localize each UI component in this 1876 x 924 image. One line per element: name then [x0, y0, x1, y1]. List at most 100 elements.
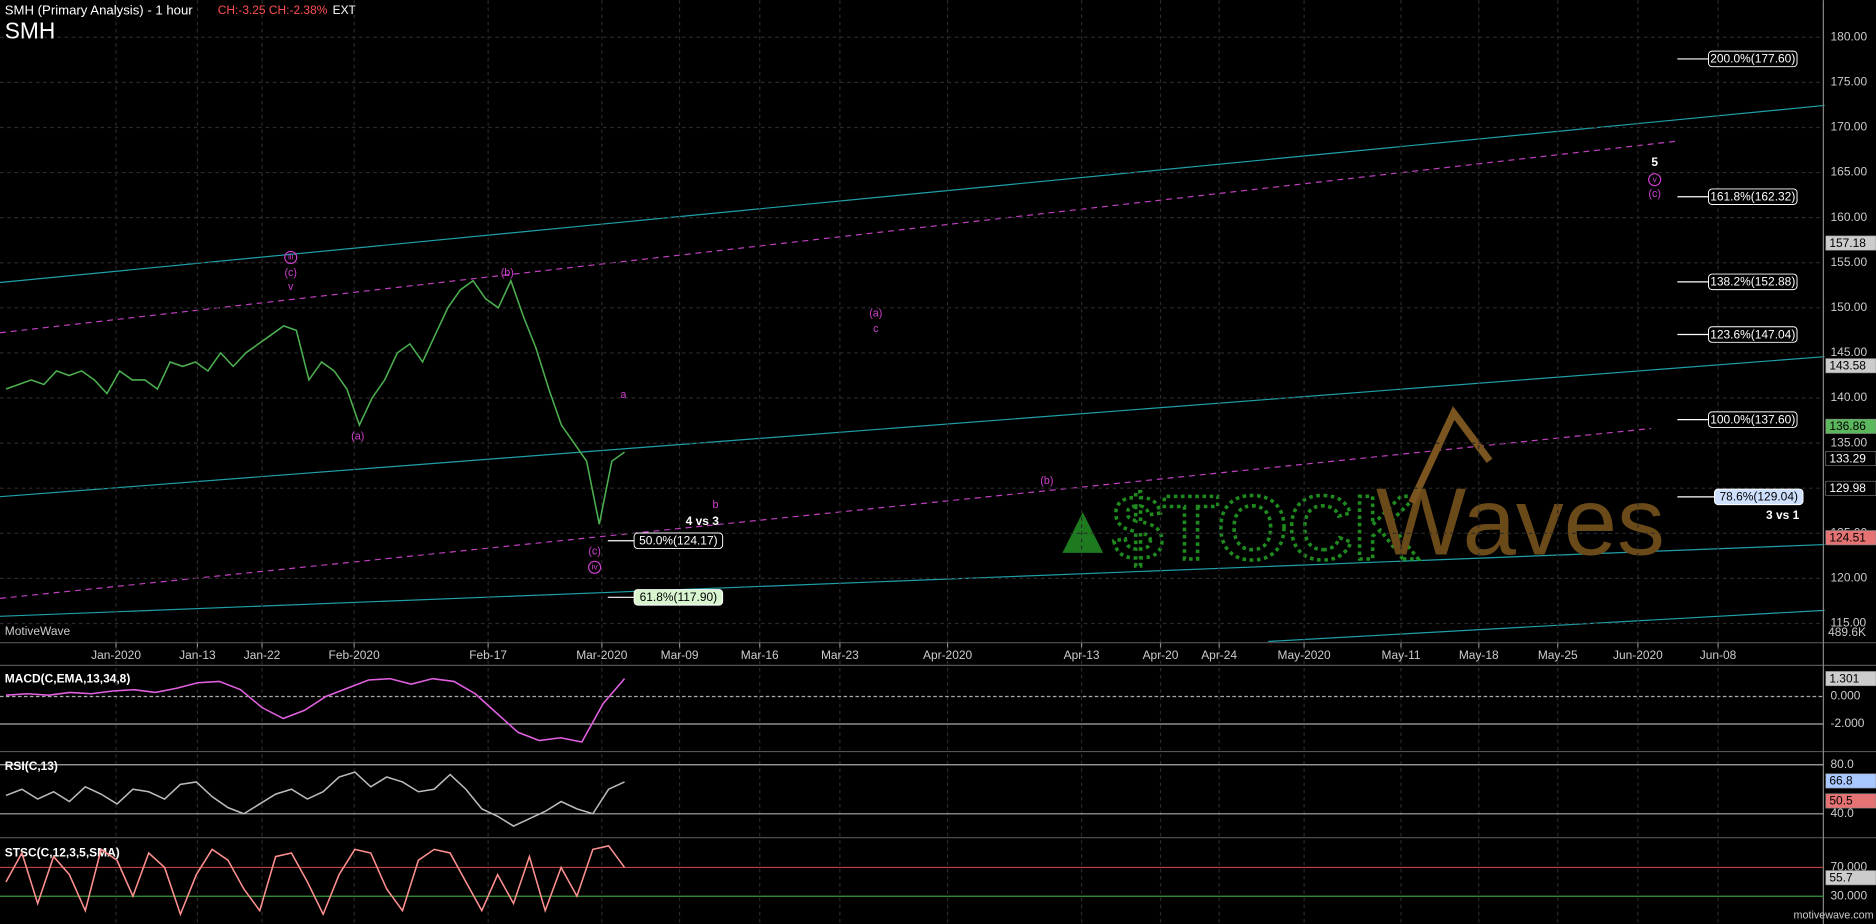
y-tick-label: 80.0: [1831, 757, 1855, 771]
fib-box: [633, 589, 724, 606]
price-tag-label: 66.8: [1829, 774, 1853, 788]
y-tick-label: 145.00: [1831, 345, 1868, 359]
y-tick-label: 135.00: [1831, 435, 1868, 449]
wave-label: (b): [1040, 475, 1053, 487]
wave-label: (c): [588, 546, 601, 558]
x-tick-label: Mar-16: [741, 648, 779, 662]
y-tick-label: 70.000: [1831, 860, 1868, 874]
y-tick-label: 165.00: [1831, 165, 1868, 179]
x-tick-label: May-18: [1459, 648, 1499, 662]
price-tag: [1825, 773, 1876, 789]
channel-line: [0, 543, 1825, 617]
x-tick-label: Apr-13: [1064, 648, 1100, 662]
price-tag: [1825, 358, 1876, 374]
fib-box: [1708, 188, 1798, 205]
price-tag: [1825, 870, 1876, 886]
y-tick-label: -2.000: [1831, 716, 1865, 730]
site: motivewave.com: [1794, 909, 1874, 921]
price-tag: [1825, 530, 1876, 546]
fib-label: 100.0%(137.60): [1710, 412, 1795, 426]
fib-label: 50.0%(124.17): [639, 534, 717, 548]
channel-line: [1268, 609, 1825, 643]
price-tag-label: 50.5: [1829, 794, 1853, 808]
volume-label: 489.6K: [1828, 625, 1866, 639]
wave-label: 5: [1651, 155, 1658, 169]
x-tick-label: Mar-23: [821, 648, 859, 662]
watermark: $TOCK Waves: [1062, 406, 1665, 581]
price-tag-label: 55.7: [1829, 870, 1853, 884]
price-tag-label: 157.18: [1829, 236, 1866, 250]
x-tick-label: Mar-2020: [576, 648, 628, 662]
wave-label: b: [712, 499, 718, 511]
wave-circle: [588, 560, 602, 574]
logo-arrow: [1408, 406, 1493, 505]
wave-label: a: [620, 389, 626, 401]
indicator-title: STSC(C,12,3,5,SMA): [5, 845, 120, 859]
fib-box: [1708, 50, 1798, 68]
wave-circle: [1648, 173, 1662, 187]
price-tag-label: 133.29: [1829, 451, 1866, 465]
fib-box: [633, 532, 724, 550]
y-tick-label: 160.00: [1831, 210, 1868, 224]
fib-label: 161.8%(162.32): [1710, 189, 1795, 203]
watermark-right: Waves: [1376, 468, 1665, 575]
wave-label: v: [1653, 174, 1658, 184]
price-tag-label: 129.98: [1829, 481, 1866, 495]
x-tick-label: Mar-09: [661, 648, 699, 662]
series-line: [5, 677, 626, 743]
wave-label: 3 vs 1: [1766, 508, 1800, 522]
wave-label: (c): [284, 267, 297, 279]
y-tick-label: 120.00: [1831, 571, 1868, 585]
wave-label: iii: [288, 252, 294, 262]
indicator-title: RSI(C,13): [5, 759, 58, 773]
y-tick-label: 150.00: [1831, 300, 1868, 314]
series-line: [5, 844, 626, 917]
fib-box: [1714, 488, 1804, 506]
x-tick-label: May-11: [1382, 648, 1421, 662]
x-tick-label: Jun-08: [1700, 648, 1737, 662]
logo-triangle: [1062, 512, 1104, 553]
fib-box: [1708, 273, 1798, 291]
wave-label: c: [873, 323, 879, 335]
y-tick-label: 170.00: [1831, 120, 1868, 134]
brand: MotiveWave: [5, 624, 71, 638]
wave-label: (a): [351, 431, 364, 443]
channel-line: [0, 356, 1825, 498]
price-tag-label: 1.301: [1829, 671, 1859, 685]
y-tick-label: 180.00: [1831, 29, 1868, 43]
price-tag-label: 143.58: [1829, 358, 1866, 372]
wave-label: 4 vs 3: [686, 514, 720, 528]
x-tick-label: Apr-20: [1143, 648, 1179, 662]
y-tick-label: 115.00: [1831, 616, 1867, 630]
price-tag-label: 136.86: [1829, 419, 1866, 433]
wave-label: v: [288, 281, 294, 293]
x-tick-label: Feb-17: [469, 648, 507, 662]
x-tick-label: Jan-2020: [91, 648, 141, 662]
ext-label: EXT: [333, 3, 357, 17]
indicator-title: MACD(C,EMA,13,34,8): [5, 672, 131, 686]
chart-title: SMH (Primary Analysis) - 1 hour: [5, 2, 193, 17]
series-line: [5, 771, 625, 827]
x-tick-label: Apr-24: [1201, 648, 1237, 662]
y-tick-label: 175.00: [1831, 75, 1868, 89]
price-tag: [1825, 480, 1876, 496]
y-tick-label: 30.000: [1831, 888, 1868, 902]
wave-circle: [284, 250, 298, 264]
price-tag: [1825, 451, 1876, 467]
y-tick-label: 140.00: [1831, 390, 1868, 404]
fib-box: [1708, 411, 1798, 428]
price-tag-label: 124.51: [1829, 530, 1866, 544]
fib-label: 78.6%(129.04): [1720, 490, 1798, 504]
price-tag: [1825, 671, 1876, 687]
y-tick-label: 0.000: [1831, 689, 1861, 703]
channel-line: [0, 104, 1825, 284]
fib-label: 138.2%(152.88): [1710, 275, 1795, 289]
wave-label: (a): [869, 307, 882, 319]
price-tag: [1825, 235, 1876, 251]
symbol: SMH: [5, 17, 56, 43]
x-tick-label: Feb-2020: [329, 648, 381, 662]
x-tick-label: Apr-2020: [923, 648, 973, 662]
price-tag: [1825, 418, 1876, 434]
